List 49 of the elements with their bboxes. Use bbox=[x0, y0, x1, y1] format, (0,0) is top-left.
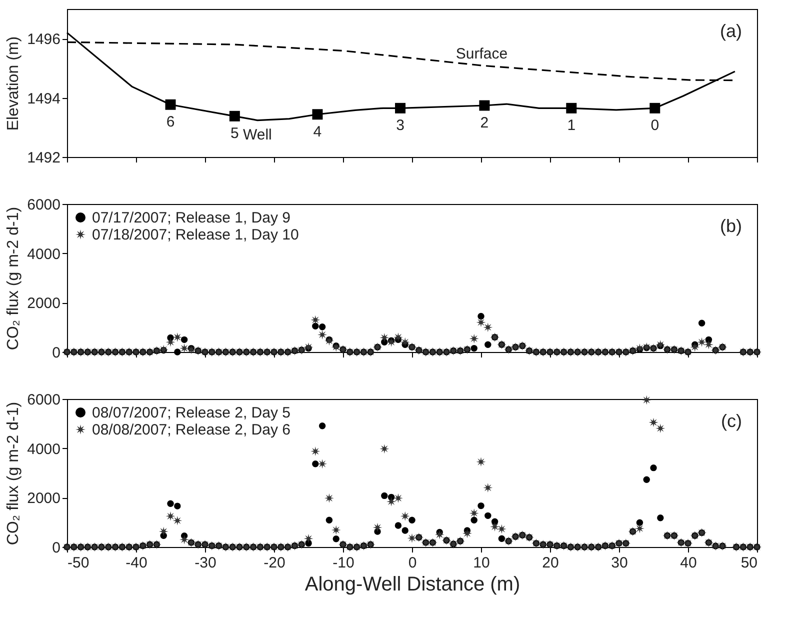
annotation: (c) bbox=[721, 411, 742, 431]
series-label: Surface bbox=[456, 46, 508, 63]
x-tick-label: 20 bbox=[542, 554, 559, 572]
point bbox=[229, 110, 240, 122]
x-tick-label: 10 bbox=[473, 554, 490, 572]
annotation: (b) bbox=[720, 216, 742, 236]
legend-label: 08/08/2007; Release 2, Day 6 bbox=[92, 422, 290, 438]
annotation: (a) bbox=[720, 21, 742, 41]
point bbox=[395, 102, 406, 114]
x-tick-label: 40 bbox=[680, 554, 697, 572]
legend-label: 08/07/2007; Release 2, Day 5 bbox=[92, 404, 290, 422]
annotation: 2 bbox=[480, 114, 489, 132]
x-tick-label: -30 bbox=[194, 554, 216, 572]
y-tick-label: 4000 bbox=[27, 246, 60, 263]
annotation: 3 bbox=[396, 117, 404, 134]
y-tick-label: 1494 bbox=[27, 90, 60, 108]
annotation: 1 bbox=[567, 117, 576, 134]
annotation: 5 bbox=[230, 125, 239, 142]
y-axis-title: Elevation (m) bbox=[5, 36, 22, 131]
y-tick-label: 0 bbox=[52, 540, 60, 556]
point bbox=[566, 102, 577, 114]
annotation: 6 bbox=[166, 114, 175, 131]
annotation: 4 bbox=[313, 123, 322, 140]
point bbox=[165, 99, 176, 110]
x-tick-label: 0 bbox=[408, 554, 417, 572]
x-tick-label: -40 bbox=[126, 554, 148, 572]
legend-label: 07/17/2007; Release 1, Day 9 bbox=[92, 210, 290, 226]
y-tick-label: 6000 bbox=[27, 196, 60, 214]
y-axis-title: CO₂ flux (g m-2 d-1) bbox=[5, 402, 22, 546]
legend-label: 07/18/2007; Release 1, Day 10 bbox=[92, 226, 299, 244]
x-tick-label: -50 bbox=[68, 554, 90, 572]
x-axis-title: Along-Well Distance (m) bbox=[304, 574, 520, 596]
series-label: Well bbox=[242, 126, 272, 144]
x-tick-label: 50 bbox=[740, 554, 758, 572]
y-tick-label: 4000 bbox=[27, 440, 60, 458]
y-tick-label: 2000 bbox=[27, 490, 60, 508]
y-axis-title: CO₂ flux (g m-2 d-1) bbox=[5, 206, 22, 350]
point bbox=[312, 109, 323, 120]
x-tick-label: -10 bbox=[332, 554, 354, 572]
y-tick-label: 6000 bbox=[27, 392, 60, 408]
x-tick-label: 30 bbox=[611, 554, 628, 572]
point bbox=[479, 100, 490, 111]
y-tick-label: 1492 bbox=[27, 150, 60, 166]
y-tick-label: 1496 bbox=[27, 31, 60, 48]
point bbox=[650, 102, 660, 114]
x-tick-label: -20 bbox=[264, 554, 286, 572]
y-tick-label: 2000 bbox=[27, 295, 60, 312]
annotation: 0 bbox=[650, 117, 660, 134]
y-tick-label: 0 bbox=[52, 344, 60, 362]
